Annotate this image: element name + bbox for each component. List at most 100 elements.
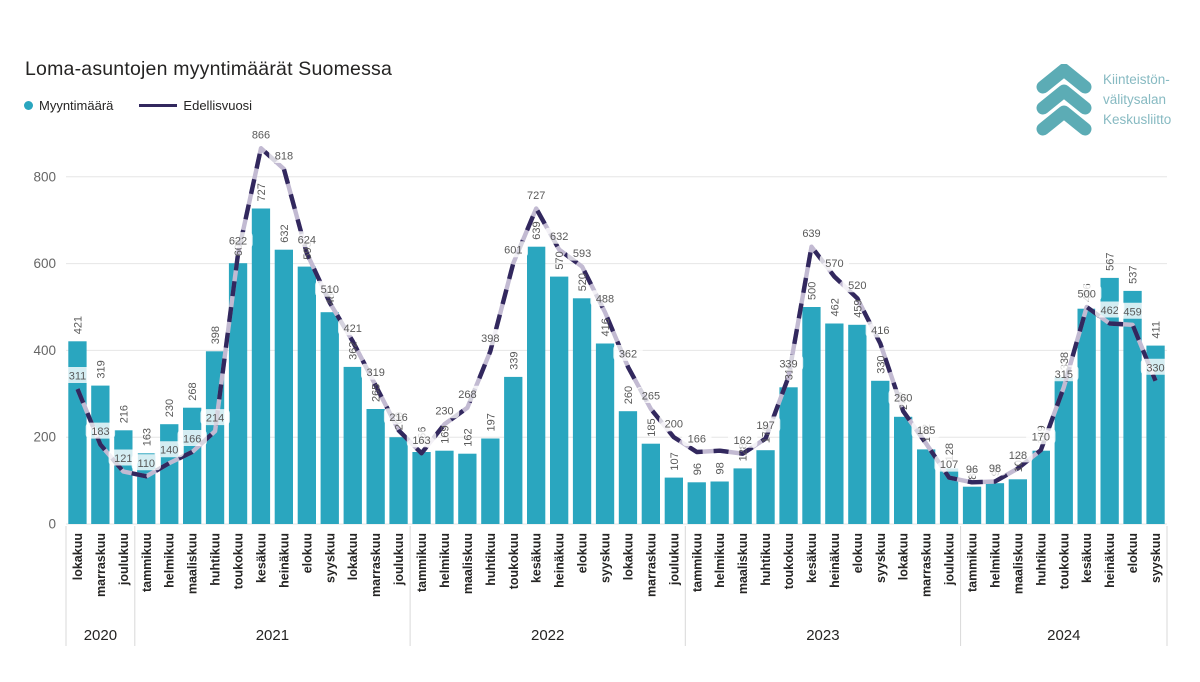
x-axis-month-label: maaliskuu (461, 533, 475, 594)
x-axis-year-label: 2023 (806, 627, 839, 644)
x-axis-month-label: maaliskuu (736, 533, 750, 594)
bar-lokakuu-421[interactable] (68, 341, 87, 524)
legend-item-myyntimaara[interactable]: Myyntimäärä (24, 98, 113, 113)
x-axis-month-label: huhtikuu (484, 533, 498, 586)
bar-value-label: 163 (141, 428, 153, 446)
line-value-label: 140 (160, 445, 178, 457)
bar-tammikuu-166[interactable] (412, 452, 431, 524)
bar-toukokuu-601[interactable] (228, 263, 248, 524)
bar-syyskuu-411[interactable] (1146, 345, 1165, 524)
bar-value-label: 500 (807, 282, 819, 300)
bar-joulukuu-107[interactable] (664, 477, 683, 524)
legend-item-edellisvuosi[interactable]: Edellisvuosi (139, 98, 252, 113)
bar-syyskuu-488[interactable] (320, 312, 339, 524)
bar-lokakuu-362[interactable] (343, 366, 362, 524)
bar-maaliskuu-103[interactable] (1008, 479, 1027, 524)
line-value-label: 520 (848, 280, 866, 292)
bar-marraskuu-172[interactable] (917, 449, 936, 524)
bar-heinäkuu-632[interactable] (274, 249, 293, 524)
bar-elokuu-520[interactable] (572, 298, 592, 524)
bar-toukokuu-338[interactable] (1054, 377, 1073, 524)
bar-kesäkuu-496[interactable] (1077, 308, 1096, 524)
y-axis-tick-label: 800 (33, 169, 56, 184)
line-value-pill (315, 280, 345, 297)
previous-year-line[interactable] (75, 146, 1158, 485)
line-value-label: 398 (481, 333, 499, 345)
x-axis-year-label: 2021 (256, 627, 289, 644)
bar-value-label: 169 (440, 425, 452, 443)
line-value-pill (796, 224, 827, 241)
line-value-label: 214 (206, 413, 224, 425)
bar-helmikuu-169[interactable] (435, 450, 454, 524)
bar-huhtikuu-197[interactable] (481, 438, 500, 525)
line-value-pill (1072, 285, 1102, 301)
bar-toukokuu-339[interactable] (504, 376, 523, 524)
bar-tammikuu-86[interactable] (962, 486, 982, 524)
bar-lokakuu-247[interactable] (894, 416, 913, 524)
line-series-marker-icon (139, 104, 178, 107)
y-axis-tick-label: 600 (33, 256, 56, 271)
bar-huhtikuu-170[interactable] (756, 450, 775, 524)
bar-huhtikuu-169[interactable] (1031, 450, 1050, 524)
bar-elokuu-593[interactable] (297, 266, 316, 524)
line-value-label: 593 (573, 248, 591, 260)
bar-maaliskuu-162[interactable] (458, 453, 477, 524)
line-value-label: 362 (619, 348, 637, 360)
bar-tammikuu-96[interactable] (687, 482, 706, 524)
bar-joulukuu-216[interactable] (114, 430, 133, 524)
bar-joulukuu-128[interactable] (939, 468, 959, 524)
line-value-pill (659, 415, 689, 432)
line-value-label: 128 (1009, 450, 1027, 462)
bar-value-label: 727 (256, 183, 268, 201)
x-axis-month-label: helmikuu (163, 533, 177, 588)
line-value-pill (750, 416, 781, 433)
bar-value-label: 520 (577, 273, 589, 291)
bar-helmikuu-230[interactable] (160, 424, 179, 524)
x-axis-month-label: joulukuu (117, 533, 131, 586)
bar-value-label: 260 (623, 386, 635, 404)
bar-helmikuu-94[interactable] (985, 483, 1005, 524)
bar-elokuu-459[interactable] (848, 324, 867, 524)
bar-marraskuu-265[interactable] (366, 409, 385, 524)
line-value-pill (223, 232, 253, 249)
bar-joulukuu-200[interactable] (389, 437, 408, 524)
bar-syyskuu-330[interactable] (871, 380, 890, 524)
bar-kesäkuu-500[interactable] (802, 307, 821, 524)
bar-value-label: 339 (508, 352, 520, 370)
line-value-label: 200 (665, 419, 683, 431)
bar-maaliskuu-268[interactable] (183, 407, 202, 524)
bar-kesäkuu-639[interactable] (527, 246, 546, 524)
bar-kesäkuu-727[interactable] (251, 208, 271, 525)
bar-marraskuu-319[interactable] (91, 385, 110, 524)
bar-value-label: 459 (852, 299, 864, 317)
line-value-pill (383, 408, 414, 425)
bar-maaliskuu-128[interactable] (733, 468, 752, 524)
bar-value-label: 265 (371, 384, 383, 402)
x-axis-month-label: joulukuu (667, 533, 681, 586)
line-value-label: 197 (756, 420, 774, 432)
line-value-label: 96 (966, 464, 978, 476)
line-value-label: 416 (871, 325, 889, 337)
line-value-label: 166 (688, 434, 706, 446)
line-value-pill (1140, 358, 1171, 375)
line-value-pill (544, 227, 574, 244)
line-value-label: 121 (114, 453, 132, 465)
x-axis-year-label: 2022 (531, 627, 564, 644)
line-value-pill (567, 244, 597, 261)
bar-lokakuu-260[interactable] (618, 411, 638, 524)
line-value-pill (1026, 428, 1056, 445)
bar-heinäkuu-462[interactable] (825, 323, 844, 525)
bar-series-marker-icon (24, 101, 33, 110)
bar-heinäkuu-570[interactable] (550, 276, 569, 524)
bar-toukokuu-315[interactable] (779, 387, 798, 524)
bar-helmikuu-98[interactable] (710, 481, 729, 525)
bar-elokuu-537[interactable] (1123, 290, 1142, 524)
bar-tammikuu-163[interactable] (137, 453, 156, 524)
x-axis-month-label: kesäkuu (1080, 533, 1094, 583)
bar-marraskuu-185[interactable] (641, 443, 660, 524)
x-axis-month-label: elokuu (576, 533, 590, 573)
bar-heinäkuu-567[interactable] (1100, 277, 1119, 524)
bar-syyskuu-416[interactable] (595, 343, 615, 525)
